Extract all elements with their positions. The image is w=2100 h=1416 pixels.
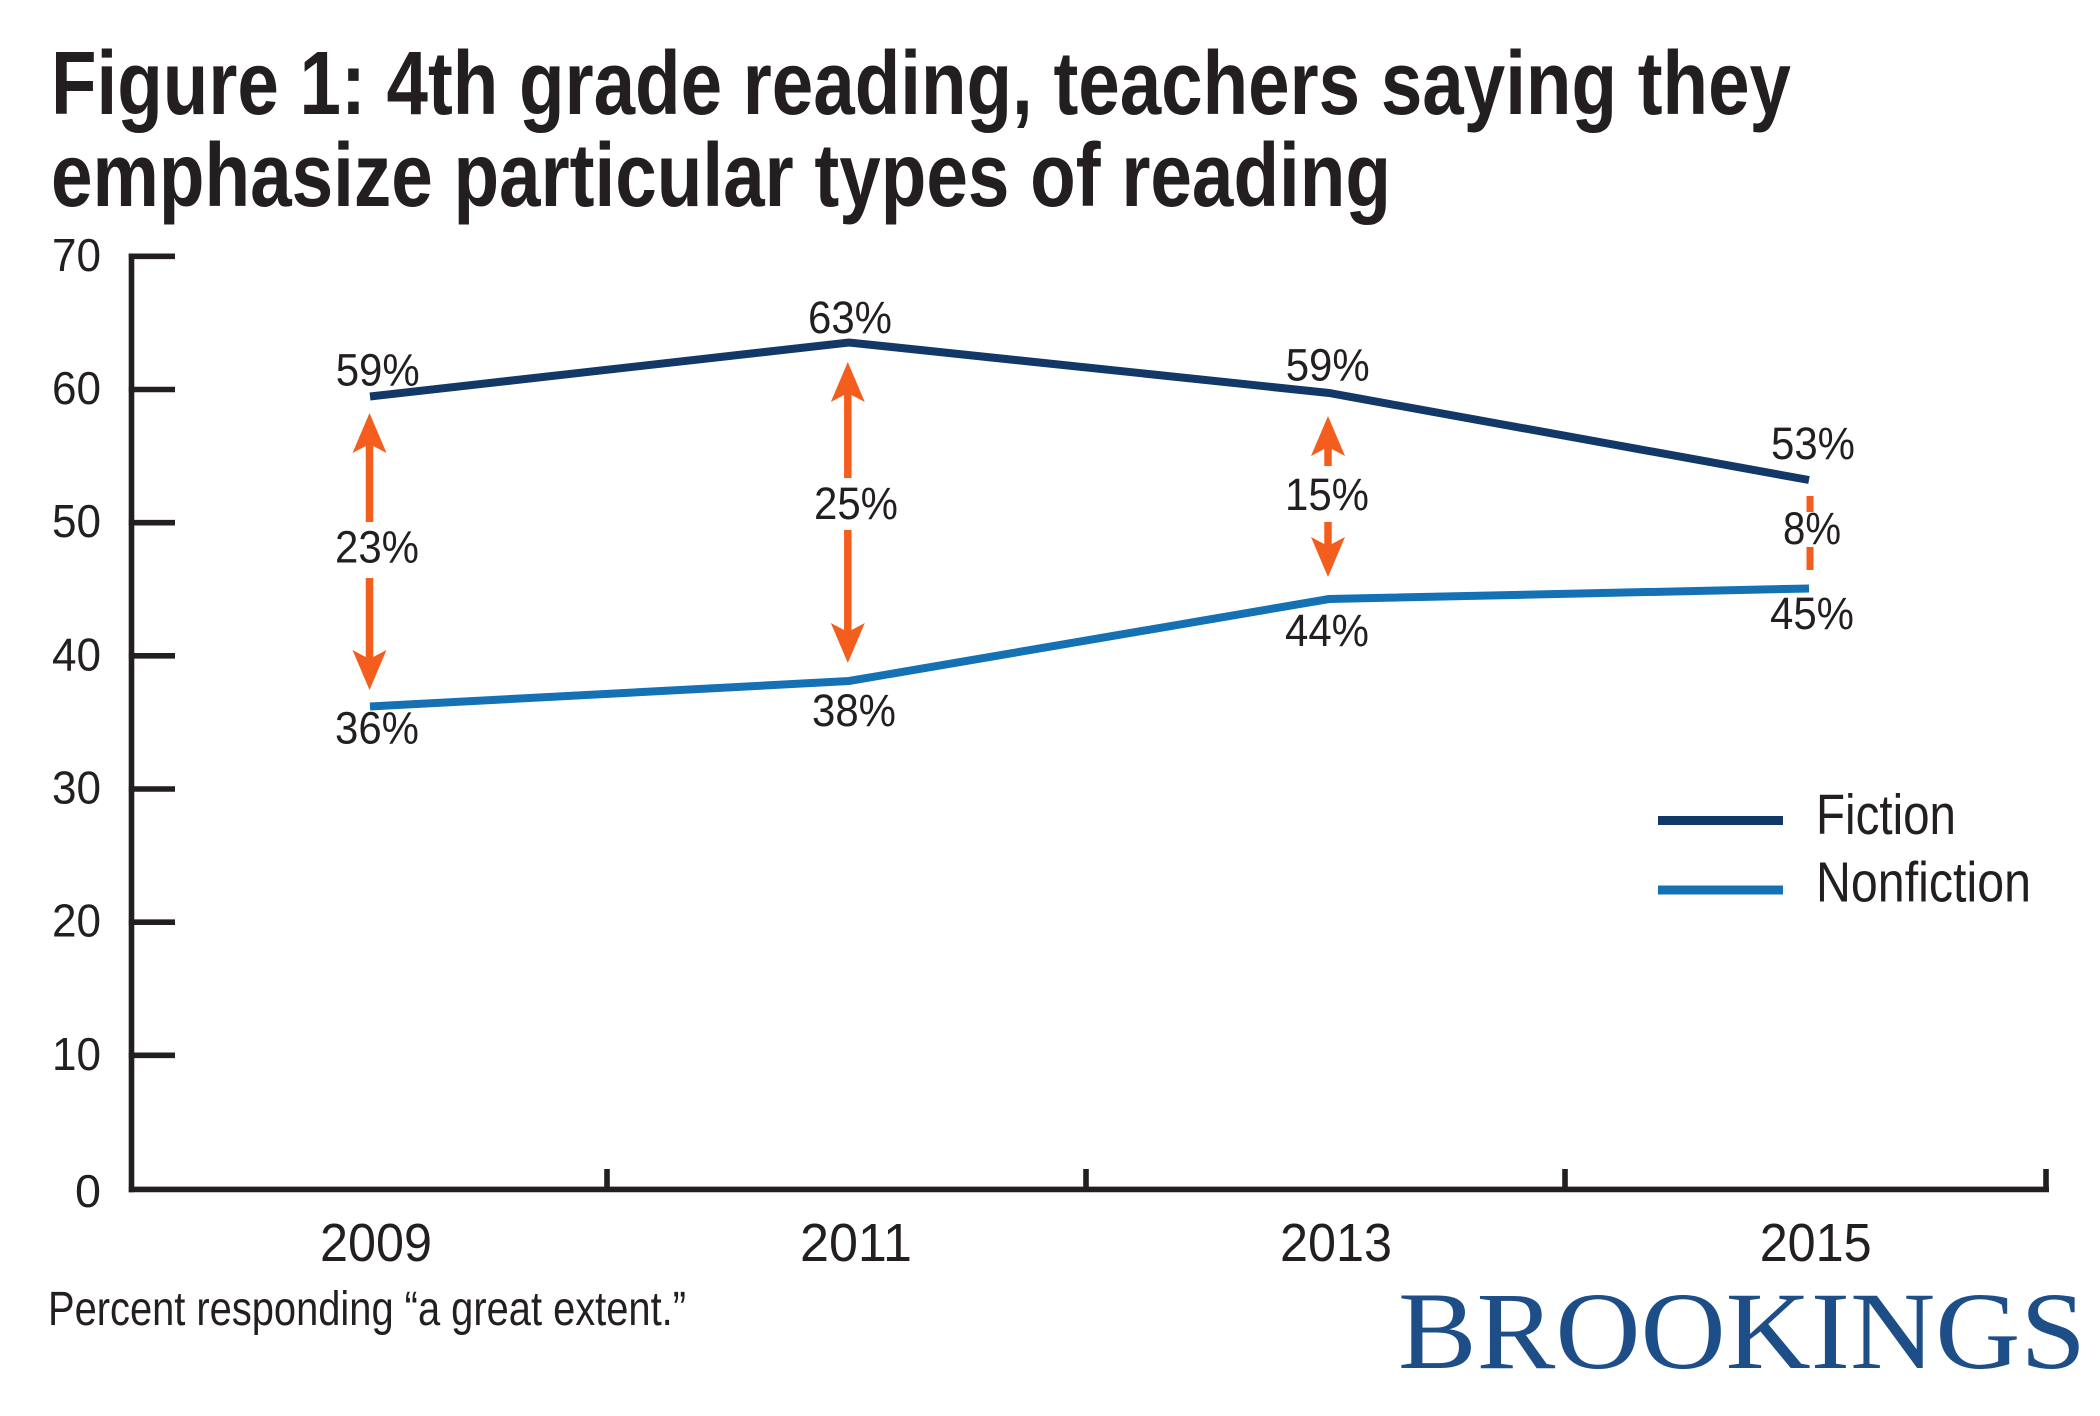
svg-text:Figure 1: 4th grade reading, t: Figure 1: 4th grade reading, teachers sa… — [51, 34, 1791, 134]
svg-text:44%: 44% — [1285, 605, 1369, 656]
svg-text:0: 0 — [75, 1165, 101, 1217]
svg-text:30: 30 — [52, 762, 101, 814]
svg-text:2013: 2013 — [1280, 1213, 1392, 1273]
svg-text:15%: 15% — [1285, 469, 1369, 520]
svg-text:Nonfiction: Nonfiction — [1816, 851, 2031, 915]
svg-text:59%: 59% — [336, 345, 420, 396]
svg-text:45%: 45% — [1770, 588, 1854, 639]
svg-text:38%: 38% — [812, 685, 896, 736]
svg-text:emphasize particular types of: emphasize particular types of reading — [51, 126, 1391, 226]
svg-text:53%: 53% — [1771, 418, 1855, 469]
svg-text:23%: 23% — [335, 522, 419, 573]
svg-text:2011: 2011 — [800, 1213, 912, 1273]
svg-text:70: 70 — [52, 229, 101, 281]
svg-text:50: 50 — [52, 495, 101, 547]
svg-text:60: 60 — [52, 362, 101, 414]
svg-text:59%: 59% — [1286, 340, 1370, 391]
svg-text:10: 10 — [52, 1028, 101, 1080]
svg-text:Fiction: Fiction — [1816, 783, 1956, 847]
svg-text:25%: 25% — [814, 478, 898, 529]
svg-text:36%: 36% — [335, 702, 419, 753]
svg-text:40: 40 — [52, 628, 101, 680]
svg-text:Percent responding “a great ex: Percent responding “a great extent.” — [48, 1283, 686, 1336]
svg-text:8%: 8% — [1783, 503, 1841, 554]
svg-text:2009: 2009 — [320, 1213, 432, 1273]
svg-text:63%: 63% — [808, 292, 892, 343]
svg-text:2015: 2015 — [1760, 1213, 1872, 1273]
svg-text:BROOKINGS: BROOKINGS — [1398, 1270, 2086, 1392]
svg-text:20: 20 — [52, 895, 101, 947]
